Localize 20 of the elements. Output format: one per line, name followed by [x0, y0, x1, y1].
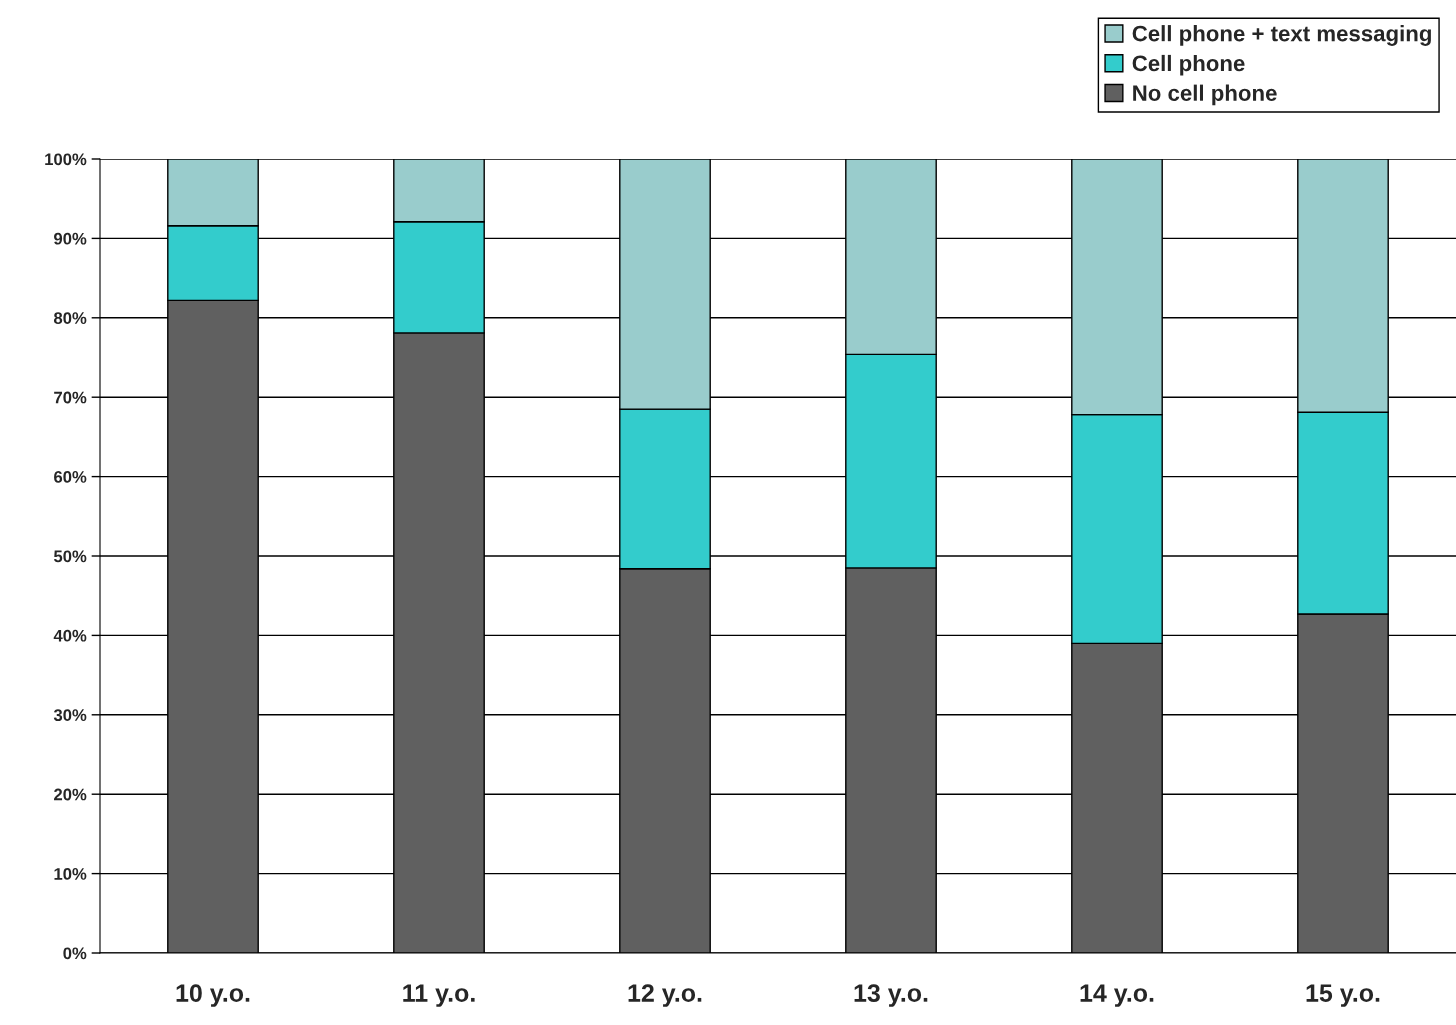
- y-tick-label: 90%: [54, 232, 87, 245]
- x-tick-label: 12 y.o.: [628, 984, 702, 1007]
- y-tick-label: 100%: [45, 153, 87, 166]
- y-tick-label: 10%: [54, 868, 87, 880]
- legend-label: Cell phone + text messaging: [1132, 25, 1431, 46]
- legend-label: Cell phone: [1132, 54, 1245, 76]
- y-tick-label: 80%: [53, 312, 87, 324]
- y-tick-label: 50%: [53, 550, 87, 563]
- x-tick-label: 13 y.o.: [854, 984, 928, 1007]
- x-tick-label: 14 y.o.: [1080, 984, 1154, 1007]
- y-tick-label: 30%: [53, 709, 87, 722]
- x-tick-label: 15 y.o.: [1306, 984, 1380, 1007]
- y-tick-label: 0%: [63, 947, 87, 960]
- legend-label: No cell phone: [1133, 84, 1277, 106]
- y-tick-label: 20%: [54, 788, 87, 801]
- x-tick-label: 10 y.o.: [176, 984, 250, 1007]
- x-tick-label: 11 y.o.: [403, 984, 475, 1007]
- y-tick-label: 40%: [53, 629, 87, 642]
- y-tick-label: 60%: [54, 471, 87, 483]
- y-tick-label: 70%: [54, 391, 87, 404]
